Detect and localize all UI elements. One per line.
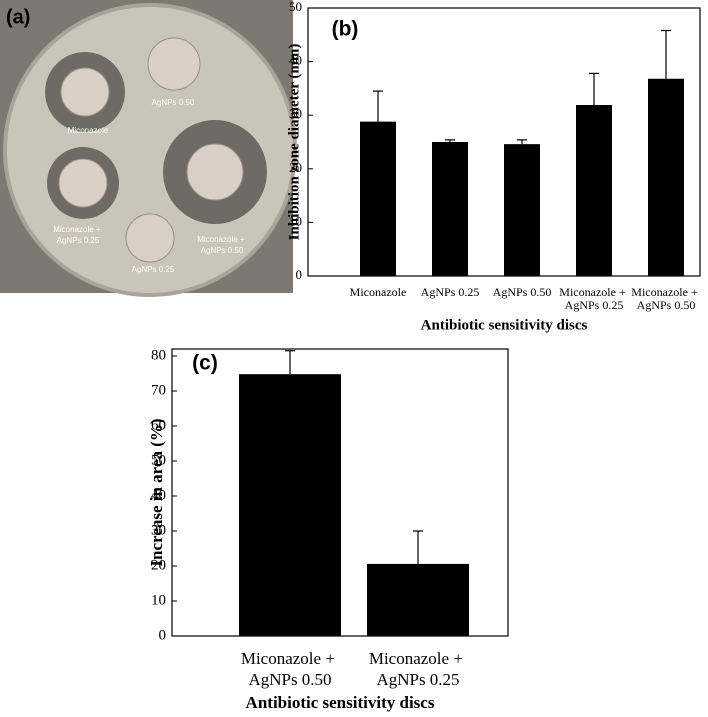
- y-tick-label: 0: [159, 627, 167, 643]
- y-tick-label: 50: [151, 452, 166, 468]
- disc: [186, 143, 244, 201]
- disc: [60, 67, 110, 117]
- x-tick-label: AgNPs 0.50: [493, 285, 552, 299]
- y-tick-label: 0: [296, 267, 303, 282]
- y-tick-label: 10: [289, 213, 302, 228]
- disc-label: Miconazole: [68, 126, 109, 135]
- y-tick-label: 40: [289, 53, 302, 68]
- disc-label: Miconazole + AgNPs 0.25: [53, 225, 103, 245]
- disc: [125, 213, 175, 263]
- x-tick-label: Miconazole + AgNPs 0.50: [631, 285, 700, 312]
- y-tick-label: 40: [151, 487, 166, 503]
- bar: [239, 374, 341, 636]
- bar: [360, 121, 396, 277]
- photo-panel: (a): [0, 0, 297, 297]
- bar: [432, 142, 468, 276]
- disc-label: AgNPs 0.25: [132, 265, 175, 274]
- y-tick-label: 10: [151, 592, 166, 608]
- x-tick-label: Miconazole + AgNPs 0.50: [241, 649, 339, 689]
- disc-label: Miconazole + AgNPs 0.50: [197, 235, 247, 255]
- bar: [648, 78, 684, 276]
- disc: [147, 37, 201, 91]
- y-tick-label: 80: [151, 347, 166, 363]
- panel-label: (a): [6, 6, 30, 28]
- disc: [58, 158, 108, 208]
- y-tick-label: 20: [289, 160, 302, 175]
- disc-label: AgNPs 0.50: [152, 98, 195, 107]
- x-tick-label: AgNPs 0.25: [421, 285, 480, 299]
- bar: [367, 563, 469, 636]
- y-tick-label: 60: [151, 417, 166, 433]
- y-tick-label: 20: [151, 557, 166, 573]
- x-tick-label: Miconazole: [350, 285, 407, 299]
- y-tick-label: 30: [151, 522, 166, 538]
- x-tick-label: Miconazole + AgNPs 0.25: [369, 649, 467, 689]
- y-axis-title: Increase in area (%): [147, 418, 166, 566]
- panel-label: (b): [332, 18, 359, 41]
- bar: [576, 105, 612, 277]
- bar: [504, 144, 540, 276]
- y-tick-label: 50: [289, 0, 302, 14]
- x-axis-title: Antibiotic sensitivity discs: [246, 693, 435, 712]
- x-axis-title: Antibiotic sensitivity discs: [421, 317, 588, 333]
- panel-label: (c): [192, 352, 218, 375]
- y-tick-label: 30: [289, 106, 302, 121]
- x-tick-label: Miconazole + AgNPs 0.25: [559, 285, 628, 312]
- y-axis-title: Inhibition zone diameter (mm): [286, 44, 302, 241]
- y-tick-label: 70: [151, 382, 166, 398]
